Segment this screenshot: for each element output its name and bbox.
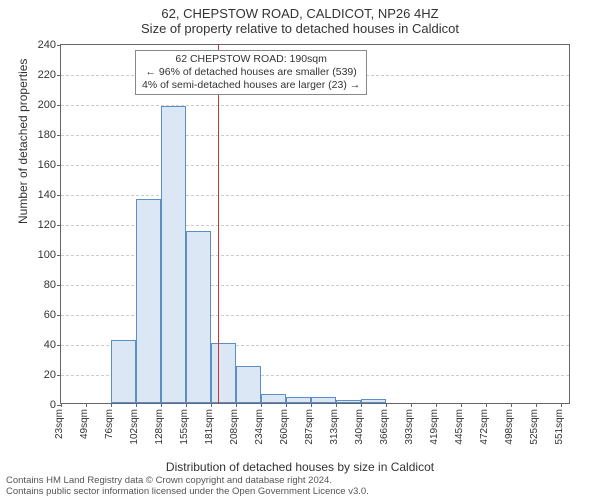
histogram-bar xyxy=(286,397,311,403)
histogram-bar xyxy=(236,366,261,404)
reference-line xyxy=(218,45,219,403)
x-tick-label: 551sqm xyxy=(554,409,565,445)
x-tick-label: 393sqm xyxy=(404,409,415,445)
y-tick-label: 120 xyxy=(38,219,56,231)
x-tick-mark xyxy=(136,403,137,407)
y-tick-label: 100 xyxy=(38,249,56,261)
x-tick-mark xyxy=(386,403,387,407)
y-tick-mark xyxy=(57,105,61,106)
x-tick-mark xyxy=(536,403,537,407)
x-tick-label: 208sqm xyxy=(229,409,240,445)
grid-line xyxy=(61,195,569,196)
x-tick-mark xyxy=(111,403,112,407)
x-tick-label: 260sqm xyxy=(279,409,290,445)
y-tick-mark xyxy=(57,165,61,166)
y-tick-label: 180 xyxy=(38,129,56,141)
grid-line xyxy=(61,105,569,106)
x-tick-label: 313sqm xyxy=(329,409,340,445)
x-tick-label: 102sqm xyxy=(129,409,140,445)
x-tick-label: 340sqm xyxy=(354,409,365,445)
x-tick-mark xyxy=(361,403,362,407)
x-tick-label: 234sqm xyxy=(254,409,265,445)
x-tick-mark xyxy=(211,403,212,407)
footer-line-2: Contains public sector information licen… xyxy=(6,487,369,498)
histogram-bar xyxy=(361,399,386,404)
y-tick-mark xyxy=(57,285,61,286)
x-tick-label: 287sqm xyxy=(304,409,315,445)
y-tick-label: 220 xyxy=(38,69,56,81)
x-tick-mark xyxy=(511,403,512,407)
x-tick-mark xyxy=(186,403,187,407)
y-tick-label: 240 xyxy=(38,39,56,51)
title-line-1: 62, CHEPSTOW ROAD, CALDICOT, NP26 4HZ xyxy=(0,6,600,21)
x-tick-mark xyxy=(261,403,262,407)
chart-area: 02040608010012014016018020022024023sqm49… xyxy=(60,44,570,404)
x-tick-mark xyxy=(411,403,412,407)
x-tick-mark xyxy=(336,403,337,407)
histogram-bar xyxy=(161,106,186,403)
y-tick-mark xyxy=(57,135,61,136)
x-axis-label: Distribution of detached houses by size … xyxy=(0,460,600,474)
title-block: 62, CHEPSTOW ROAD, CALDICOT, NP26 4HZ Si… xyxy=(0,0,600,36)
footer: Contains HM Land Registry data © Crown c… xyxy=(6,476,369,498)
x-tick-mark xyxy=(86,403,87,407)
y-tick-label: 60 xyxy=(44,309,56,321)
x-tick-label: 128sqm xyxy=(154,409,165,445)
y-tick-mark xyxy=(57,195,61,196)
y-tick-mark xyxy=(57,315,61,316)
grid-line xyxy=(61,165,569,166)
histogram-bar xyxy=(336,400,361,403)
y-tick-label: 200 xyxy=(38,99,56,111)
plot: 02040608010012014016018020022024023sqm49… xyxy=(60,44,570,404)
annotation-box: 62 CHEPSTOW ROAD: 190sqm← 96% of detache… xyxy=(135,50,367,95)
histogram-bar xyxy=(111,340,136,403)
x-tick-label: 472sqm xyxy=(479,409,490,445)
x-tick-mark xyxy=(486,403,487,407)
annotation-line: 4% of semi-detached houses are larger (2… xyxy=(142,79,360,92)
x-tick-label: 23sqm xyxy=(54,409,65,439)
y-tick-mark xyxy=(57,225,61,226)
annotation-line: ← 96% of detached houses are smaller (53… xyxy=(142,66,360,79)
x-tick-label: 49sqm xyxy=(79,409,90,439)
histogram-bar xyxy=(186,231,211,404)
x-tick-mark xyxy=(436,403,437,407)
y-tick-mark xyxy=(57,255,61,256)
histogram-bar xyxy=(211,343,236,403)
histogram-bar xyxy=(136,199,161,403)
x-tick-mark xyxy=(461,403,462,407)
y-tick-label: 80 xyxy=(44,279,56,291)
y-tick-label: 20 xyxy=(44,369,56,381)
y-tick-label: 140 xyxy=(38,189,56,201)
x-tick-mark xyxy=(61,403,62,407)
x-tick-label: 155sqm xyxy=(179,409,190,445)
x-tick-mark xyxy=(236,403,237,407)
x-tick-label: 76sqm xyxy=(104,409,115,439)
y-tick-label: 160 xyxy=(38,159,56,171)
histogram-bar xyxy=(261,394,286,403)
y-axis-label: Number of detached properties xyxy=(16,59,30,224)
x-tick-label: 445sqm xyxy=(454,409,465,445)
x-tick-label: 498sqm xyxy=(504,409,515,445)
title-line-2: Size of property relative to detached ho… xyxy=(0,21,600,36)
x-tick-label: 181sqm xyxy=(204,409,215,445)
x-tick-label: 525sqm xyxy=(529,409,540,445)
y-tick-mark xyxy=(57,375,61,376)
x-tick-mark xyxy=(161,403,162,407)
y-tick-mark xyxy=(57,75,61,76)
grid-line xyxy=(61,135,569,136)
x-tick-mark xyxy=(311,403,312,407)
x-tick-mark xyxy=(561,403,562,407)
x-tick-mark xyxy=(286,403,287,407)
x-tick-label: 366sqm xyxy=(379,409,390,445)
y-tick-label: 40 xyxy=(44,339,56,351)
y-tick-mark xyxy=(57,345,61,346)
annotation-line: 62 CHEPSTOW ROAD: 190sqm xyxy=(142,53,360,66)
histogram-bar xyxy=(311,397,336,403)
x-tick-label: 419sqm xyxy=(429,409,440,445)
y-tick-mark xyxy=(57,45,61,46)
